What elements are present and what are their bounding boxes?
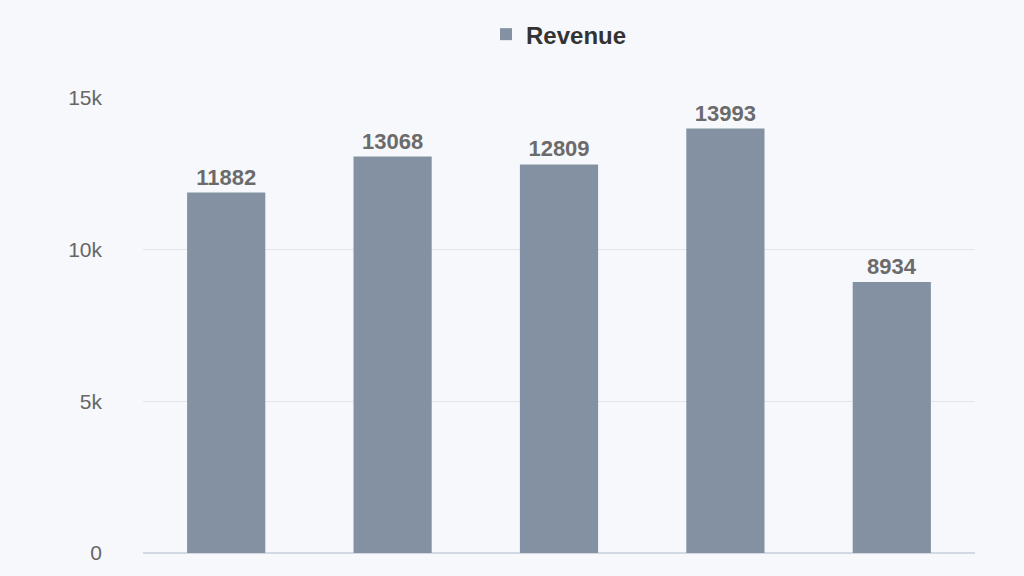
svg-text:13993: 13993 [695, 101, 756, 126]
svg-text:11882: 11882 [196, 165, 256, 190]
svg-text:Revenue: Revenue [526, 22, 626, 49]
svg-text:0: 0 [90, 541, 102, 564]
svg-text:8934: 8934 [867, 254, 917, 279]
svg-text:12809: 12809 [528, 136, 589, 161]
svg-text:10k: 10k [68, 238, 102, 261]
svg-text:5k: 5k [80, 390, 103, 413]
svg-text:13068: 13068 [362, 129, 423, 154]
svg-text:15k: 15k [68, 86, 102, 109]
